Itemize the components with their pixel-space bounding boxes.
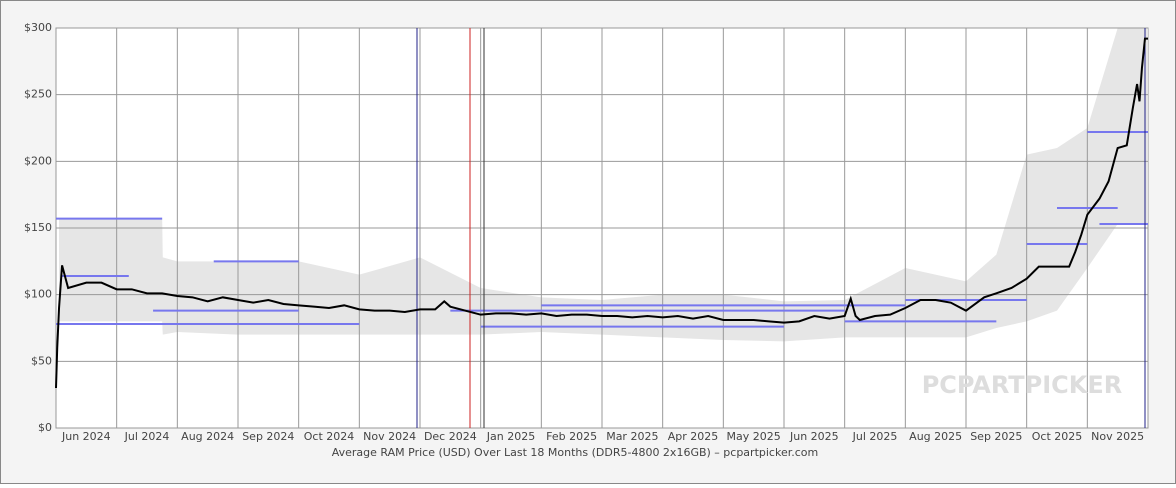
x-tick-label: Oct 2025 — [1032, 430, 1083, 443]
price-line — [55, 37, 1148, 389]
y-tick-label: $300 — [24, 21, 52, 34]
x-tick-label: Aug 2025 — [909, 430, 962, 443]
x-tick-label: Jun 2025 — [789, 430, 839, 443]
y-tick-label: $0 — [38, 421, 52, 434]
layers: $0 $50 $100 $150 $200 $250 $300 Jun 2024 Jul 202… — [24, 21, 1149, 443]
y-tick-label: $150 — [24, 221, 52, 234]
x-tick-label: Feb 2025 — [546, 430, 597, 443]
x-tick-label: Sep 2024 — [242, 430, 294, 443]
x-tick-label: Jul 2024 — [124, 430, 170, 443]
y-tick-label: $100 — [24, 288, 52, 301]
x-tick-label: Oct 2024 — [304, 430, 355, 443]
x-tick-label: Jan 2025 — [486, 430, 535, 443]
x-tick-label: May 2025 — [727, 430, 781, 443]
y-tick-label: $250 — [24, 88, 52, 101]
x-tick-label: Nov 2025 — [1091, 430, 1144, 443]
x-tick-label: Mar 2025 — [606, 430, 658, 443]
x-tick-label: Nov 2024 — [363, 430, 416, 443]
x-axis-title: Average RAM Price (USD) Over Last 18 Mon… — [332, 446, 818, 459]
x-tick-label: Sep 2025 — [970, 430, 1022, 443]
x-tick-label: Jul 2025 — [852, 430, 898, 443]
y-tick-label: $200 — [24, 154, 52, 167]
watermark: PCPARTPICKER — [922, 371, 1123, 399]
x-tick-label: Apr 2025 — [668, 430, 719, 443]
x-tick-label: Jun 2024 — [61, 430, 111, 443]
x-tick-label: Dec 2024 — [424, 430, 477, 443]
x-tick-label: Aug 2024 — [181, 430, 234, 443]
y-tick-label: $50 — [31, 354, 52, 367]
